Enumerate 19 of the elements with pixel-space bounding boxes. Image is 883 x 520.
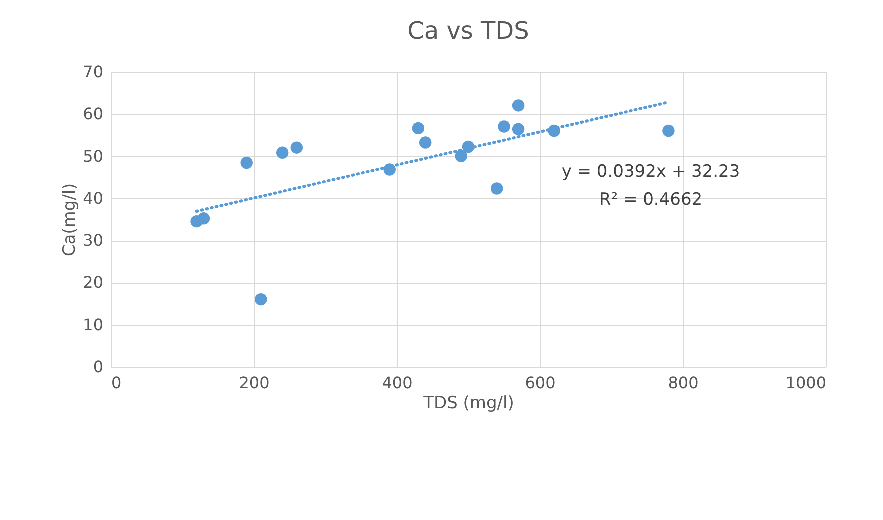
y-tick-label: 70 (83, 62, 104, 82)
annotation: R² = 0.4662 (599, 190, 703, 210)
y-tick-label: 40 (83, 188, 104, 208)
chart-title: Ca vs TDS (408, 17, 530, 45)
x-tick-label: 600 (525, 374, 556, 392)
y-tick-label: 30 (83, 231, 104, 250)
x-tick-label: 200 (239, 374, 270, 392)
y-tick-label: 0 (93, 358, 104, 376)
y-tick-label: 60 (83, 104, 104, 124)
x-tick-label: 400 (382, 374, 413, 392)
x-axis-title: TDS (mg/l) (422, 394, 514, 414)
y-tick-label: 20 (83, 273, 104, 292)
x-tick-label: 0 (112, 374, 122, 392)
annotation: y = 0.0392x + 32.23 (562, 162, 740, 182)
y-axis-title: Ca(mg/l) (60, 183, 80, 257)
y-tick-label: 50 (83, 146, 104, 166)
x-tick-label: 1000 (786, 374, 826, 392)
y-tick-label: 10 (83, 315, 104, 334)
x-tick-label: 800 (668, 374, 699, 392)
